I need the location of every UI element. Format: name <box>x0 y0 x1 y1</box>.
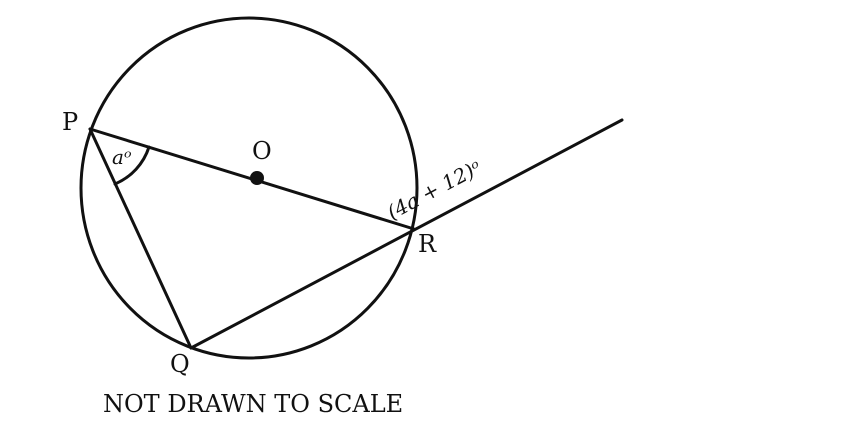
label-p: P <box>62 108 78 136</box>
angle-label-p: aᵒ <box>112 145 132 169</box>
label-q: Q <box>170 350 190 378</box>
label-r: R <box>418 230 437 258</box>
label-o: O <box>252 137 272 165</box>
not-to-scale-caption: NOT DRAWN TO SCALE <box>103 390 403 418</box>
line-qr-extended <box>189 118 624 350</box>
chord-pq <box>88 127 193 350</box>
angle-arc-p <box>113 145 151 186</box>
angle-label-r-exterior: (4a + 12)ᵒ <box>383 155 485 225</box>
center-point-o <box>250 171 264 185</box>
circle <box>79 16 419 360</box>
